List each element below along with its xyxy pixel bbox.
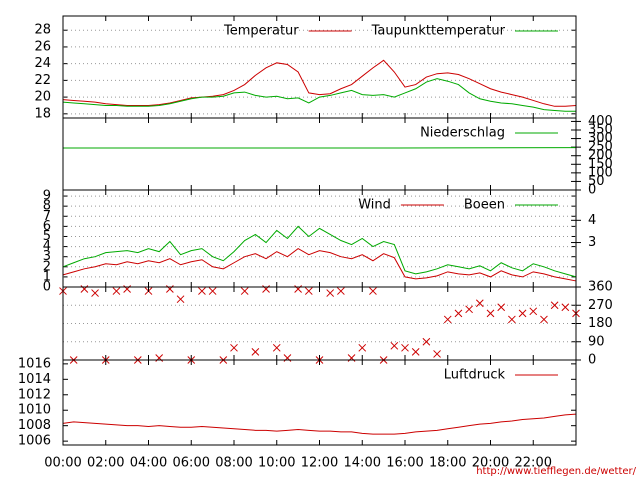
point <box>230 343 238 352</box>
y-tick-label: 9 <box>43 189 51 204</box>
y-tick-label: 4 <box>43 239 51 254</box>
y2-tick-label: 180 <box>588 316 613 331</box>
y-tick-label: 1 <box>43 269 51 284</box>
point <box>390 341 399 350</box>
x-tick-label: 20:00 <box>472 456 509 471</box>
point <box>251 348 260 356</box>
point <box>529 307 538 316</box>
y-tick-label: 1008 <box>18 418 51 433</box>
series-line <box>62 225 577 278</box>
y-tick-label: 1006 <box>18 434 51 449</box>
series-line <box>62 78 576 112</box>
point <box>454 309 463 318</box>
y-tick-label: 5 <box>43 229 51 244</box>
point <box>176 295 185 304</box>
point <box>550 301 559 310</box>
x-tick-label: 00:00 <box>44 456 81 471</box>
y2-tick-label: 50 <box>588 174 605 189</box>
point <box>475 299 484 308</box>
series-line <box>62 413 577 435</box>
point <box>518 309 527 318</box>
point <box>112 287 121 295</box>
y-tick-label: 2 <box>43 259 51 274</box>
x-tick-label: 02:00 <box>87 456 124 471</box>
y2-tick-label: 250 <box>588 140 613 155</box>
point <box>337 287 345 295</box>
y2-tick-label: 300 <box>588 131 613 146</box>
legend-label: Taupunkttemperatur <box>371 24 506 39</box>
x-tick-label: 06:00 <box>173 456 210 471</box>
point <box>486 309 495 318</box>
legend-label: Wind <box>358 198 391 213</box>
point <box>198 287 206 295</box>
x-tick-label: 18:00 <box>429 456 466 471</box>
y-tick-label: 22 <box>34 73 51 88</box>
y2-tick-label: 400 <box>588 114 613 129</box>
point <box>540 315 548 324</box>
point <box>401 343 409 352</box>
series-line <box>62 59 577 107</box>
point <box>443 315 452 324</box>
x-tick-label: 08:00 <box>215 456 252 471</box>
series-line <box>62 248 577 282</box>
y-tick-label: 26 <box>34 39 51 54</box>
y-tick-label: 24 <box>34 56 51 71</box>
y2-tick-label: 100 <box>588 165 613 180</box>
source-url: http://www.tiefflegen.de/wetter/ <box>476 466 636 477</box>
legend-label: Niederschlag <box>420 126 505 141</box>
x-tick-label: 22:00 <box>515 456 552 471</box>
y-tick-label: 6 <box>43 219 51 234</box>
legend-label: Boeen <box>464 198 505 213</box>
y-tick-label: 1016 <box>18 356 51 371</box>
y2-tick-label: 90 <box>588 334 605 349</box>
y2-tick-label: 3 <box>588 235 596 250</box>
point <box>91 289 99 297</box>
point <box>326 289 335 297</box>
point <box>465 305 473 314</box>
point <box>561 303 570 312</box>
x-tick-label: 12:00 <box>301 456 338 471</box>
point <box>208 287 217 295</box>
point <box>304 287 313 295</box>
plot-border <box>62 359 577 446</box>
y-tick-label: 20 <box>34 90 51 105</box>
y-tick-label: 8 <box>43 199 51 214</box>
x-tick-label: 10:00 <box>258 456 295 471</box>
point <box>497 303 506 312</box>
y2-tick-label: 0 <box>588 353 596 368</box>
point <box>508 315 516 324</box>
y2-tick-label: 0 <box>588 183 596 198</box>
y-tick-label: 1010 <box>18 403 51 418</box>
point <box>272 343 281 352</box>
x-tick-label: 04:00 <box>130 456 167 471</box>
y-tick-label: 7 <box>43 209 51 224</box>
y2-tick-label: 4 <box>588 213 596 228</box>
y2-tick-label: 270 <box>588 298 613 313</box>
y-tick-label: 1012 <box>18 387 51 402</box>
point <box>422 337 431 346</box>
y-tick-label: 18 <box>34 106 51 121</box>
y-tick-label: 1014 <box>18 372 51 387</box>
x-tick-label: 14:00 <box>344 456 381 471</box>
y2-tick-label: 350 <box>588 123 613 138</box>
y2-tick-label: 150 <box>588 157 613 172</box>
y-tick-label: 3 <box>43 249 51 264</box>
y-tick-label: 0 <box>43 280 51 295</box>
y-tick-label: 28 <box>34 23 51 38</box>
point <box>240 287 249 295</box>
point <box>369 287 377 295</box>
legend-label: Temperatur <box>223 24 299 39</box>
x-tick-label: 16:00 <box>386 456 423 471</box>
point <box>433 350 441 358</box>
legend-label: Luftdruck <box>444 368 506 383</box>
y2-tick-label: 200 <box>588 148 613 163</box>
y2-tick-label: 360 <box>588 280 613 295</box>
point <box>411 348 420 356</box>
point <box>358 343 367 352</box>
